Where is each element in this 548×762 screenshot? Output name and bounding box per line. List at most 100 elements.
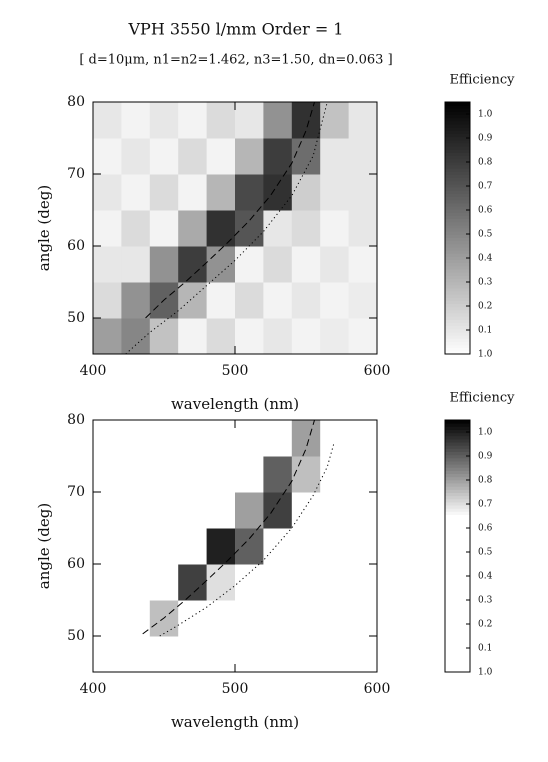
colorbar-step	[445, 152, 470, 157]
heatmap-cell	[149, 246, 179, 283]
colorbar-step	[445, 180, 470, 185]
colorbar-step	[445, 102, 470, 106]
heatmap-cell	[348, 210, 378, 247]
heatmap-cell	[235, 492, 264, 529]
colorbar-step	[445, 659, 470, 664]
y-tick-label: 60	[67, 238, 85, 254]
colorbar-step	[445, 196, 470, 201]
colorbar-step	[445, 464, 470, 468]
colorbar-step	[445, 306, 470, 311]
colorbar-step	[445, 265, 470, 270]
heatmap-cell	[235, 456, 264, 493]
dashed-line	[145, 101, 315, 319]
colorbar-tick-label: 0.6	[478, 206, 493, 216]
colorbar-tick-label: 0.2	[478, 302, 492, 312]
colorbar-step	[445, 593, 470, 597]
heatmap-cell	[121, 492, 151, 529]
heatmap-cell	[291, 636, 321, 673]
heatmap-cell	[206, 600, 236, 637]
colorbar-step	[445, 158, 470, 163]
colorbar-step	[445, 637, 470, 641]
x-axis-label: wavelength (nm)	[171, 713, 299, 731]
colorbar-step	[445, 523, 470, 528]
heatmap-cell	[121, 174, 151, 211]
heatmap-cell	[235, 636, 264, 673]
heatmap-cell	[291, 210, 321, 247]
colorbar-step	[445, 448, 470, 452]
heatmap-cell	[320, 564, 350, 601]
colorbar-tick-label: 0.3	[478, 596, 493, 606]
colorbar-tick-label: 0.8	[478, 476, 493, 486]
heatmap-cell	[320, 174, 350, 211]
heatmap-cell	[178, 420, 208, 457]
colorbar-step	[445, 527, 470, 531]
colorbar-tick-label: 1.0	[478, 668, 493, 678]
colorbar-step	[445, 284, 470, 289]
heatmap-cell	[348, 528, 378, 565]
colorbar-step	[445, 612, 470, 616]
heatmap-cell	[263, 528, 293, 565]
colorbar-step	[445, 187, 470, 191]
colorbar-tick-label: 1.0	[478, 350, 493, 360]
heatmap-cell	[93, 138, 122, 175]
y-tick-label: 60	[67, 556, 85, 572]
heatmap-cell	[263, 636, 293, 673]
colorbar-tick-label: 0.8	[478, 158, 493, 168]
colorbar-step	[445, 325, 470, 330]
heatmap-cell	[93, 210, 122, 247]
heatmap-cell	[93, 246, 122, 283]
colorbar-tick-label: 0.5	[478, 230, 493, 240]
colorbar-frame	[444, 419, 471, 673]
colorbar-step	[445, 117, 470, 122]
colorbar-step	[445, 111, 470, 116]
colorbar-step	[445, 313, 470, 317]
colorbar-step	[445, 344, 470, 349]
heatmap-cell	[235, 318, 264, 355]
heatmap-cell	[121, 246, 151, 283]
colorbar-step	[445, 319, 470, 323]
colorbar-step	[445, 665, 470, 670]
heatmap-cell	[320, 138, 350, 175]
heatmap-cell	[291, 246, 321, 283]
heatmap-cell	[93, 282, 122, 319]
colorbar-label: Efficiency	[449, 73, 515, 88]
colorbar-step	[445, 165, 470, 169]
colorbar-step	[445, 564, 470, 569]
heatmap-cell	[263, 174, 293, 211]
heatmap-cell	[149, 102, 179, 139]
colorbar-step	[445, 549, 470, 553]
colorbar-step	[445, 539, 470, 544]
heatmap-cell	[178, 174, 208, 211]
heatmap-cell	[178, 282, 208, 319]
colorbar-step	[445, 224, 470, 229]
colorbar-step	[445, 656, 470, 660]
colorbar-tick-label: 0.4	[478, 572, 493, 582]
heatmap-cell	[93, 492, 122, 529]
colorbar-step	[445, 486, 470, 490]
colorbar-step	[445, 338, 470, 342]
colorbar-step	[445, 624, 470, 629]
colorbar-step	[445, 297, 470, 301]
colorbar-step	[445, 212, 470, 216]
colorbar-tick-label: 0.4	[478, 254, 493, 264]
heatmap-cell	[263, 282, 293, 319]
colorbar-step	[445, 445, 470, 449]
colorbar-step	[445, 209, 470, 213]
colorbar-step	[445, 268, 470, 273]
colorbar-step	[445, 495, 470, 500]
heatmap-cell	[206, 564, 236, 601]
colorbar-step	[445, 259, 470, 264]
colorbar-step	[445, 586, 470, 591]
colorbar-step	[445, 662, 470, 667]
colorbar-step	[445, 309, 470, 314]
colorbar-step	[445, 451, 470, 456]
colorbar-step	[445, 193, 470, 197]
heatmap	[93, 102, 378, 355]
heatmap-cell	[320, 210, 350, 247]
colorbar-step	[445, 426, 470, 430]
colorbar-step	[445, 489, 470, 493]
colorbar-step	[445, 577, 470, 582]
heatmap-cell	[93, 420, 122, 457]
heatmap-cell	[291, 174, 321, 211]
colorbar-step	[445, 649, 470, 654]
